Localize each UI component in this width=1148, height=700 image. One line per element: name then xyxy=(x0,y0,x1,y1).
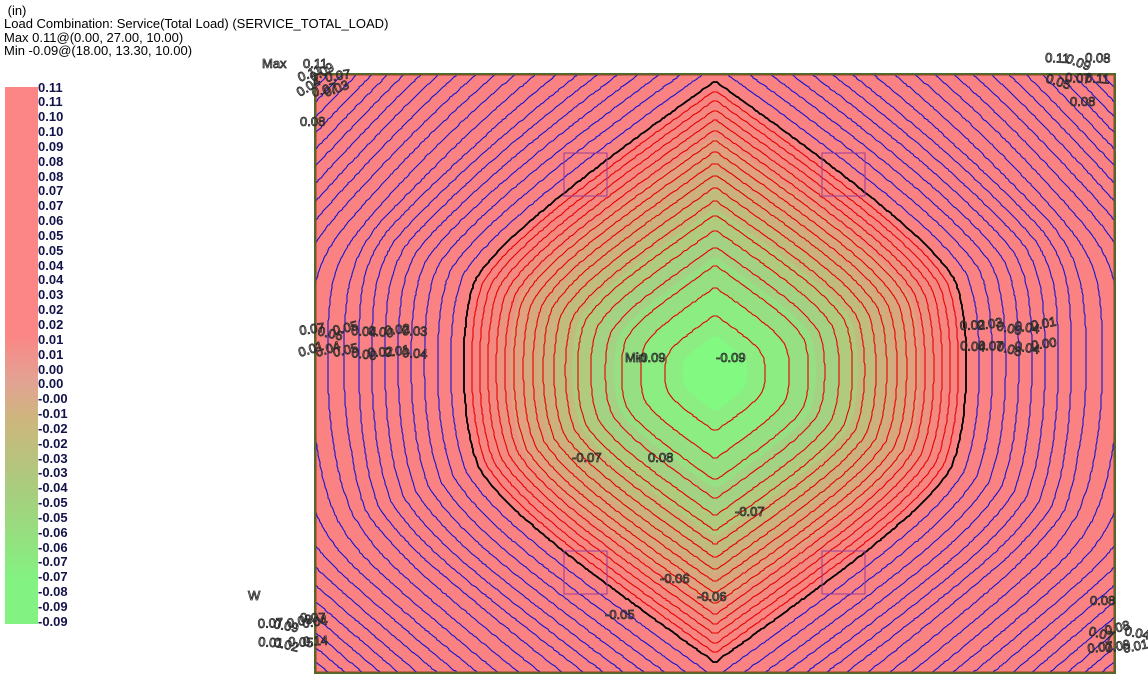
svg-text:0.08: 0.08 xyxy=(300,114,325,129)
svg-text:-0.05: -0.05 xyxy=(605,607,635,622)
svg-text:-0.09: -0.09 xyxy=(716,350,746,365)
svg-text:-0.07: -0.07 xyxy=(572,450,602,465)
svg-text:0.08: 0.08 xyxy=(648,450,673,465)
svg-text:-0.09: -0.09 xyxy=(636,350,666,365)
svg-text:-0.06: -0.06 xyxy=(697,589,727,604)
svg-text:0.08: 0.08 xyxy=(1090,593,1115,608)
svg-text:0.03: 0.03 xyxy=(402,323,428,339)
svg-text:-0.06: -0.06 xyxy=(660,571,690,586)
svg-text:Max: Max xyxy=(262,56,287,71)
svg-text:W: W xyxy=(248,588,261,603)
svg-text:0.04: 0.04 xyxy=(402,345,428,361)
svg-text:0.14: 0.14 xyxy=(302,633,328,649)
svg-text:-0.07: -0.07 xyxy=(735,504,765,519)
svg-text:0.08: 0.08 xyxy=(1085,50,1111,66)
svg-text:0.08: 0.08 xyxy=(1070,94,1095,109)
svg-text:0.11: 0.11 xyxy=(1085,70,1110,86)
